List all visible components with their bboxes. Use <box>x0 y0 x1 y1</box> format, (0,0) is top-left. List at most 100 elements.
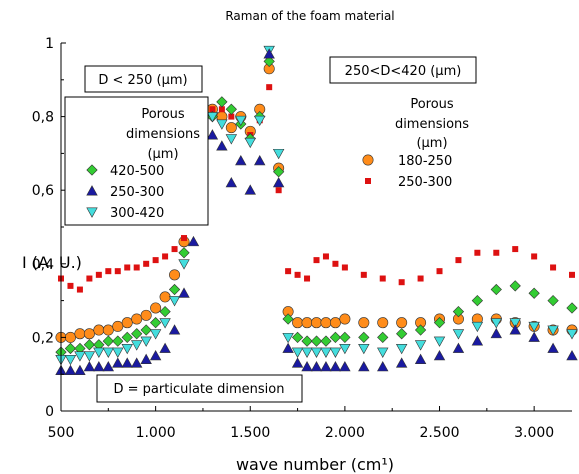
left-header-box <box>84 65 203 93</box>
axis-ticks: 500 1.000 1.500 2.000 2.500 3.000 0 0,2 0,4 0,6 0,… <box>32 36 554 441</box>
data-point <box>490 283 502 296</box>
data-point <box>168 296 181 307</box>
data-point <box>377 347 389 358</box>
data-point <box>64 342 77 355</box>
data-point <box>209 106 216 113</box>
data-point <box>275 187 282 194</box>
left-header-text: D < 250 (µm) <box>98 73 187 88</box>
data-point <box>433 336 446 347</box>
data-point <box>310 347 323 358</box>
data-point <box>74 351 86 362</box>
data-point <box>452 329 465 340</box>
data-point <box>310 361 323 372</box>
data-point <box>225 122 237 134</box>
data-point <box>285 268 292 275</box>
data-point <box>313 257 320 264</box>
data-point <box>131 313 143 325</box>
data-point <box>320 335 332 347</box>
x-tick-label: 2.000 <box>325 425 365 441</box>
data-point <box>509 280 521 292</box>
data-point <box>254 154 266 166</box>
data-point <box>263 55 275 68</box>
data-point <box>121 343 133 355</box>
data-point <box>509 318 521 329</box>
data-point <box>159 342 171 353</box>
data-point <box>140 353 152 364</box>
data-point <box>310 317 322 329</box>
data-point <box>149 329 162 340</box>
left-legend <box>64 96 209 226</box>
data-point <box>228 113 235 120</box>
data-point <box>169 269 181 281</box>
left-legend-title-2: dimensions <box>126 127 200 142</box>
data-point <box>414 353 427 364</box>
annotation-text: D = particulate dimension <box>114 382 285 397</box>
data-point <box>112 347 124 358</box>
y-tick-label: 0,2 <box>32 330 54 346</box>
legend-label-180-250: 180-250 <box>398 154 452 169</box>
data-point <box>159 318 171 329</box>
data-point <box>272 148 285 160</box>
data-point <box>93 347 105 358</box>
data-point <box>140 336 152 347</box>
data-point <box>358 343 370 355</box>
data-point <box>452 306 465 318</box>
data-point <box>254 115 266 127</box>
data-point <box>339 361 351 372</box>
data-point <box>130 357 143 368</box>
data-point <box>569 271 575 278</box>
data-point <box>149 349 162 361</box>
data-point <box>162 253 169 260</box>
data-point <box>339 313 351 325</box>
y-tick-label: 1 <box>45 36 54 52</box>
data-point <box>547 342 559 353</box>
data-point <box>292 317 304 329</box>
data-point <box>471 321 484 333</box>
data-point <box>171 246 178 253</box>
data-point <box>301 347 313 358</box>
data-point <box>528 287 540 299</box>
annotation-box <box>96 374 303 403</box>
data-point <box>67 282 74 289</box>
data-point <box>83 361 96 372</box>
legend-marker-250-300 <box>365 178 371 184</box>
y-axis-label: I (A. U.) <box>22 253 82 272</box>
data-point <box>471 294 483 307</box>
data-point <box>414 340 427 351</box>
data-point <box>93 324 105 336</box>
data-point <box>474 249 481 256</box>
data-point <box>178 259 190 270</box>
left-legend-title-3: (µm) <box>147 147 178 162</box>
data-point <box>358 317 370 329</box>
x-tick-label: 3.000 <box>514 425 554 441</box>
data-point <box>114 268 121 275</box>
data-point <box>206 112 219 123</box>
data-point <box>320 317 332 329</box>
data-point <box>329 347 342 358</box>
legend-label-420-500: 420-500 <box>110 164 164 179</box>
data-point <box>216 96 228 108</box>
data-point <box>341 264 348 271</box>
data-point <box>102 361 115 372</box>
data-point <box>140 309 152 321</box>
data-point <box>130 340 143 351</box>
data-point <box>471 335 484 346</box>
data-point <box>95 271 102 278</box>
x-tick-label: 2.500 <box>419 425 459 441</box>
data-point <box>304 275 311 282</box>
data-point <box>225 177 238 188</box>
data-point <box>140 324 152 336</box>
data-point <box>332 260 339 267</box>
data-point <box>225 103 237 115</box>
y-tick-label: 0,8 <box>32 110 54 126</box>
data-point <box>452 342 465 353</box>
data-point <box>490 318 503 329</box>
data-point <box>528 331 540 342</box>
series-triangle-up-250-300 <box>55 48 578 375</box>
data-point <box>263 48 275 59</box>
data-point <box>150 317 162 329</box>
data-point <box>102 335 114 347</box>
data-point <box>433 317 446 329</box>
data-point <box>512 246 519 253</box>
legend-label-250-300: 250-300 <box>110 185 164 200</box>
